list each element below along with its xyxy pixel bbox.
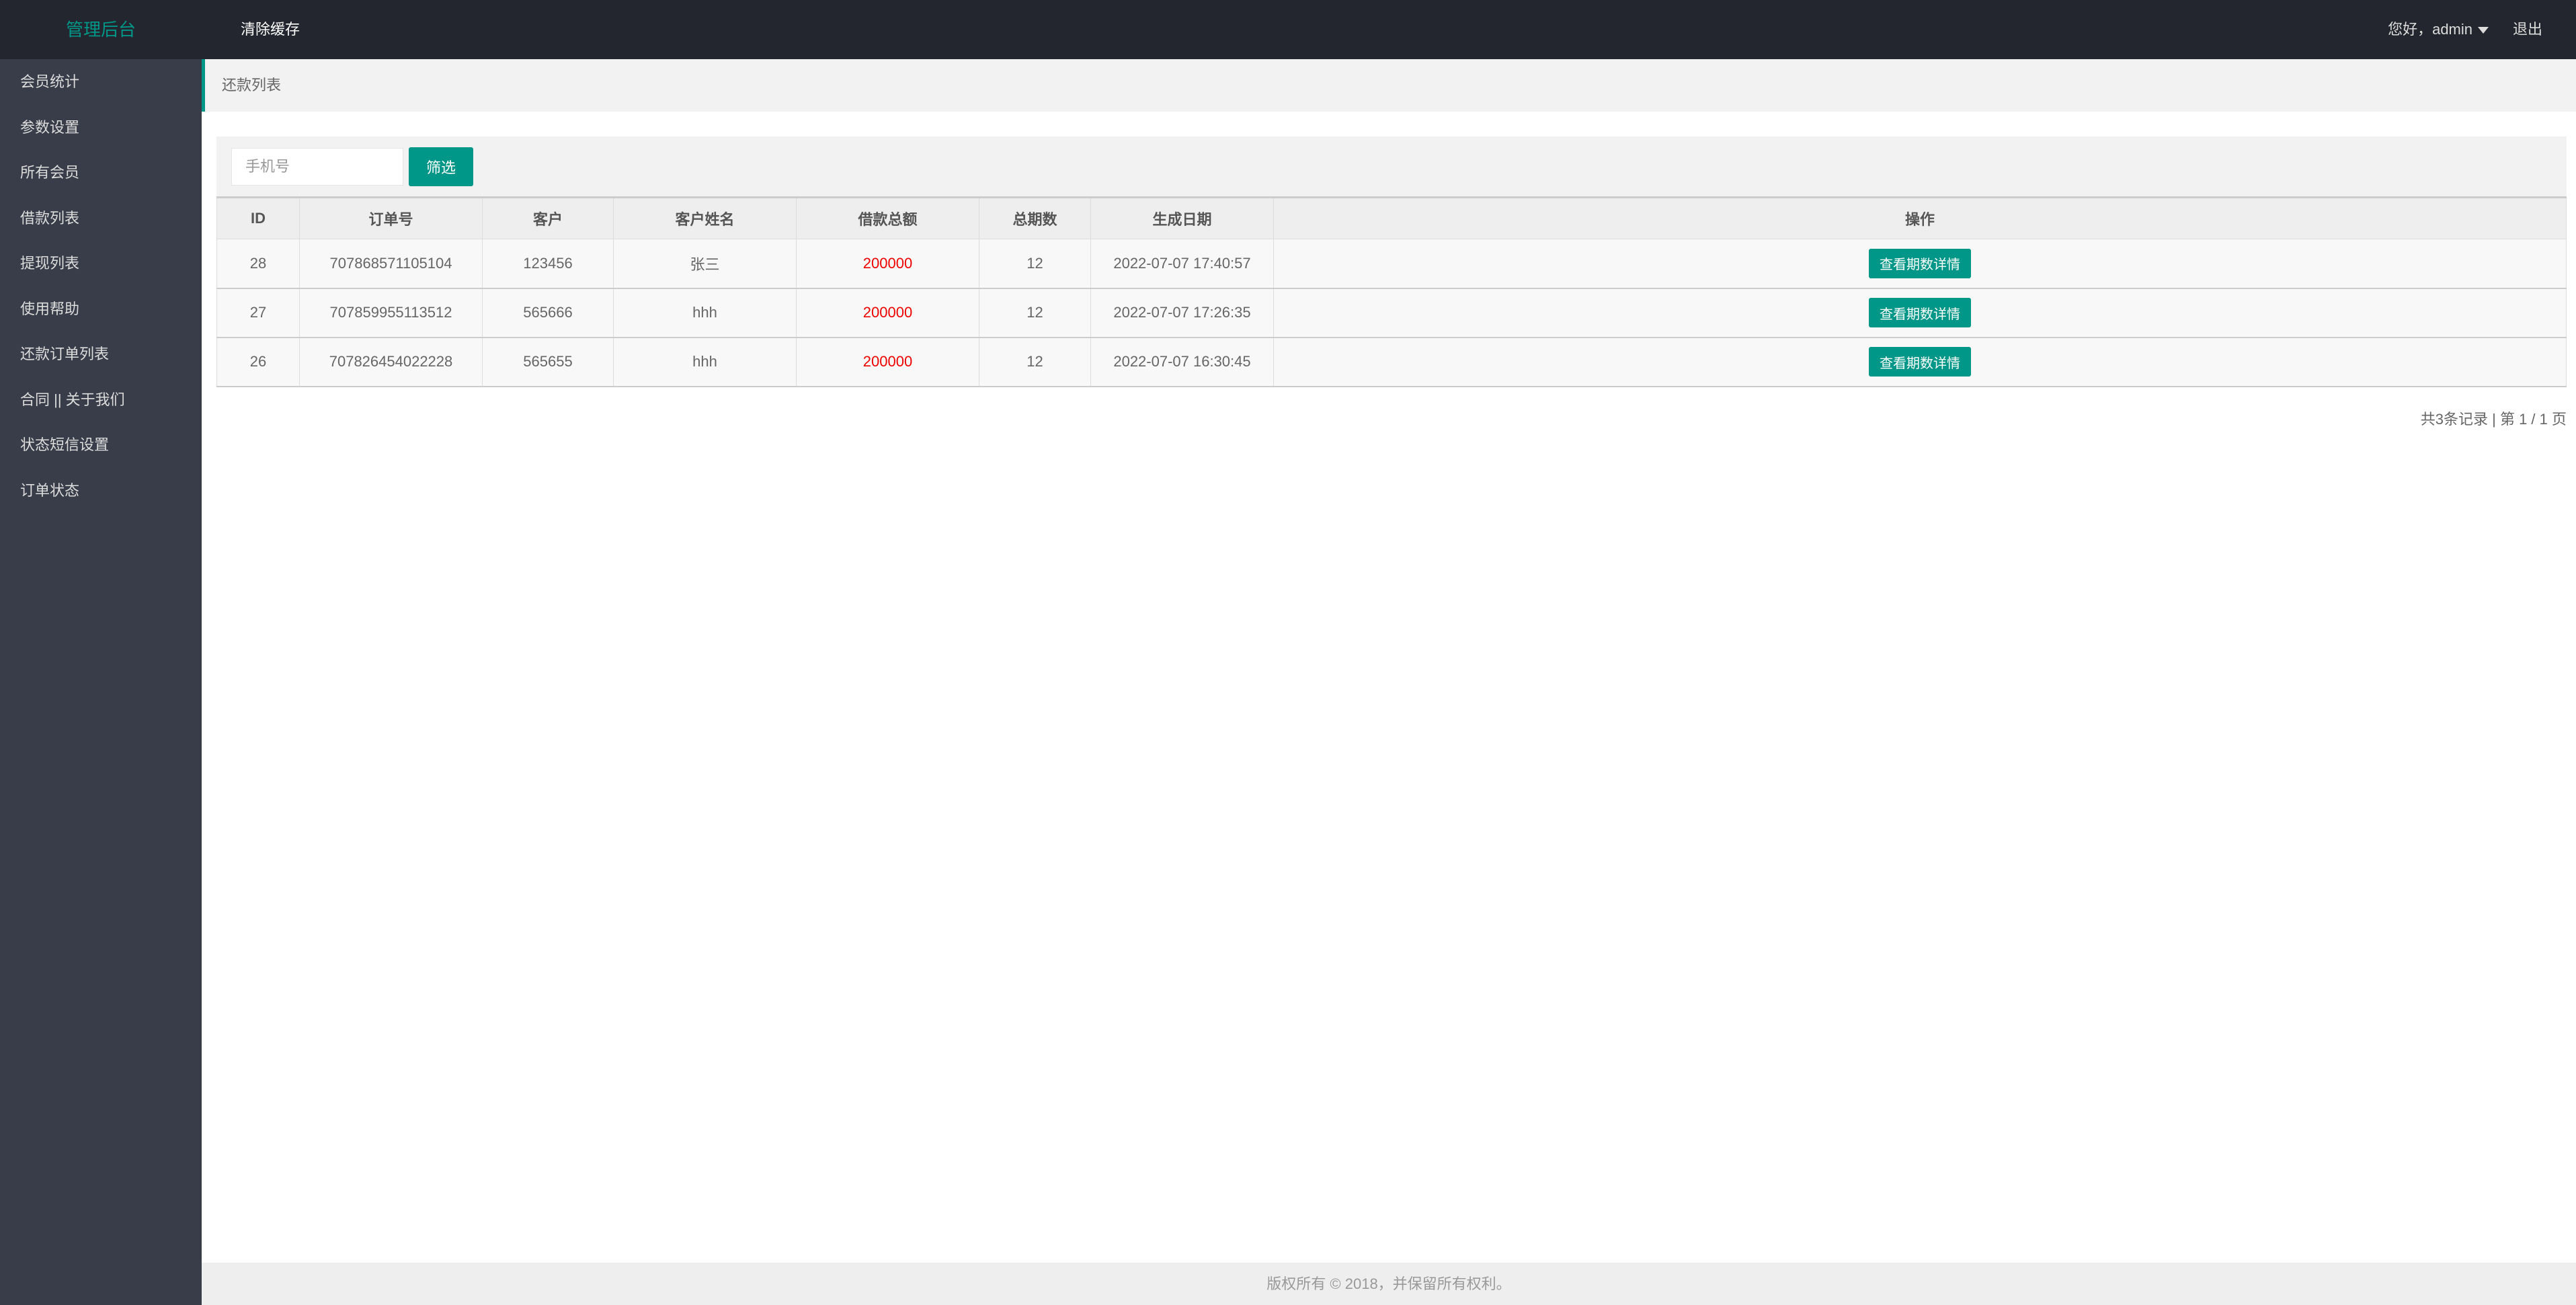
cell-periods: 12 [979, 288, 1091, 338]
sidebar-item-all-members[interactable]: 所有会员 [20, 164, 80, 181]
cell-customer: 565655 [482, 337, 614, 387]
cell-order: 707826454022228 [299, 337, 483, 387]
filter-bar: 筛选 [216, 136, 2567, 196]
sidebar-item-contract-about[interactable]: 合同 || 关于我们 [20, 391, 125, 408]
sidebar-item-repayments[interactable]: 还款订单列表 [20, 346, 110, 362]
cell-periods: 12 [979, 239, 1091, 289]
cell-date: 2022-07-07 17:26:35 [1090, 288, 1274, 338]
table-row: 28 707868571105104 123456 张三 200000 12 2022-07… [216, 239, 2567, 289]
sidebar-item-withdrawals[interactable]: 提现列表 [20, 255, 80, 272]
cell-action: 查看期数详情 [1273, 239, 2567, 289]
phone-input[interactable] [231, 148, 403, 186]
logout-link[interactable]: 退出 [2512, 21, 2542, 38]
caret-down-icon [2478, 27, 2489, 34]
sidebar-item-order-status[interactable]: 订单状态 [20, 481, 80, 499]
col-name: 客户姓名 [613, 196, 797, 239]
col-amount: 借款总额 [796, 196, 979, 239]
view-periods-button[interactable]: 查看期数详情 [1869, 347, 1971, 377]
cell-date: 2022-07-07 17:40:57 [1090, 239, 1274, 289]
table-row: 27 707859955113512 565666 hhh 200000 12 2022-0… [216, 288, 2567, 338]
logo: 管理后台 [65, 19, 136, 40]
cell-name: hhh [613, 337, 797, 387]
sidebar-item-settings[interactable]: 参数设置 [20, 118, 80, 136]
sidebar-item-member-stats[interactable]: 会员统计 [20, 73, 80, 90]
col-id: ID [216, 196, 300, 239]
repayment-table: ID 订单号 客户 客户姓名 借款总额 总期数 生成日期 操作 28 707868… [216, 196, 2567, 387]
view-periods-button[interactable]: 查看期数详情 [1869, 248, 1971, 278]
filter-button[interactable]: 筛选 [409, 147, 473, 186]
sidebar-item-help[interactable]: 使用帮助 [20, 300, 80, 317]
view-periods-button[interactable]: 查看期数详情 [1869, 298, 1971, 327]
cell-id: 28 [216, 239, 300, 289]
table-row: 26 707826454022228 565655 hhh 200000 12 2022-0… [216, 337, 2567, 387]
greeting: 您好，admin [2388, 21, 2472, 38]
cell-action: 查看期数详情 [1273, 288, 2567, 338]
col-action: 操作 [1273, 196, 2567, 239]
col-customer: 客户 [482, 196, 614, 239]
pagination-info: 共3条记录 | 第 1 / 1 页 [2420, 411, 2567, 428]
user-menu[interactable]: 您好，admin [2388, 0, 2489, 59]
sidebar-item-loans[interactable]: 借款列表 [20, 209, 80, 227]
cell-name: 张三 [613, 239, 797, 289]
table-header-row: ID 订单号 客户 客户姓名 借款总额 总期数 生成日期 操作 [216, 196, 2567, 239]
cell-order: 707859955113512 [299, 288, 483, 338]
cell-date: 2022-07-07 16:30:45 [1090, 337, 1274, 387]
breadcrumb: 还款列表 [202, 59, 2576, 112]
col-order: 订单号 [299, 196, 483, 239]
cell-id: 26 [216, 337, 300, 387]
footer: 版权所有 © 2018，并保留所有权利。 [202, 1263, 2576, 1305]
cell-name: hhh [613, 288, 797, 338]
cell-id: 27 [216, 288, 300, 338]
clear-cache-link[interactable]: 清除缓存 [241, 21, 300, 38]
cell-amount: 200000 [796, 239, 979, 289]
cell-periods: 12 [979, 337, 1091, 387]
cell-amount: 200000 [796, 337, 979, 387]
cell-amount: 200000 [796, 288, 979, 338]
sidebar-item-sms-settings[interactable]: 状态短信设置 [20, 436, 110, 453]
top-header: 管理后台 清除缓存 您好，admin 退出 [0, 0, 2576, 59]
sidebar: 会员统计 参数设置 所有会员 借款列表 提现列表 使用帮助 还款订单列表 合同 … [0, 59, 202, 1305]
col-periods: 总期数 [979, 196, 1091, 239]
cell-customer: 565666 [482, 288, 614, 338]
col-date: 生成日期 [1090, 196, 1274, 239]
cell-customer: 123456 [482, 239, 614, 289]
cell-action: 查看期数详情 [1273, 337, 2567, 387]
cell-order: 707868571105104 [299, 239, 483, 289]
